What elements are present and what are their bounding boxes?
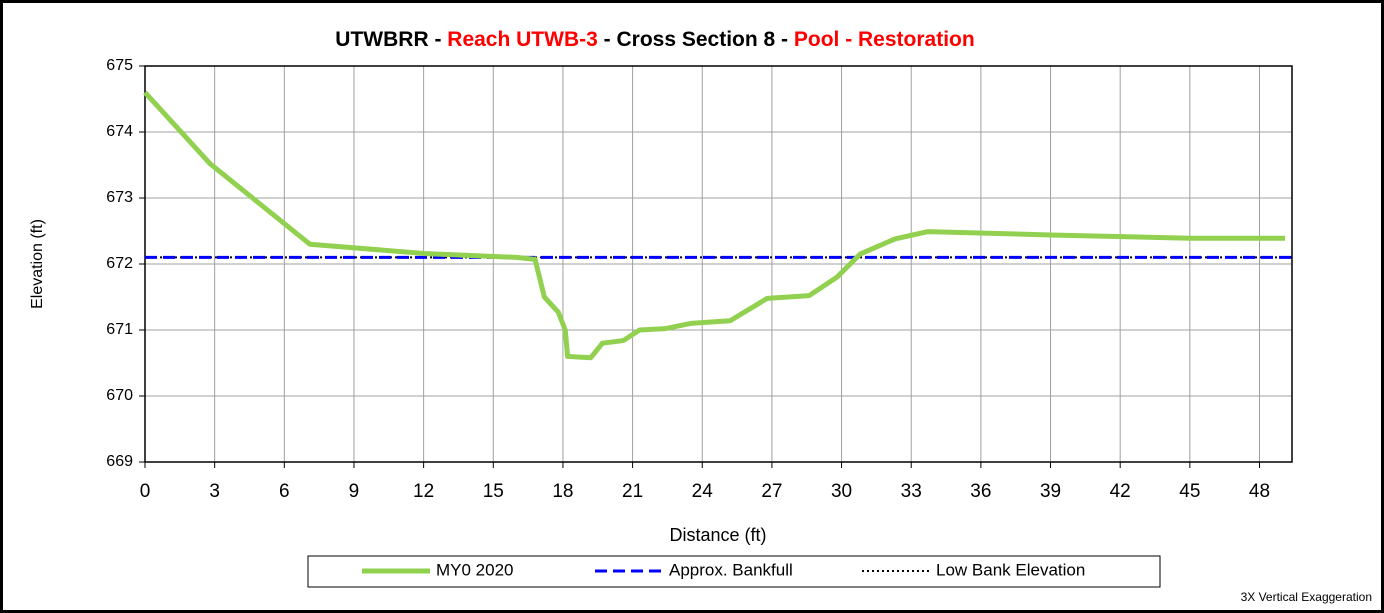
x-tick-label: 15	[483, 481, 504, 502]
series-line	[143, 90, 1286, 361]
y-tick-label: 669	[106, 453, 133, 470]
x-tick-label: 21	[622, 481, 643, 502]
x-tick-label: 39	[1040, 481, 1061, 502]
x-tick-label: 45	[1179, 481, 1200, 502]
x-tick-label: 42	[1110, 481, 1131, 502]
legend-label: MY0 2020	[436, 560, 514, 579]
y-tick-label: 670	[106, 387, 133, 404]
legend-box	[307, 555, 1161, 588]
title-segment: - Cross Section 8 -	[598, 28, 794, 51]
title-segment: UTWBRR -	[335, 28, 447, 51]
x-tick-label: 36	[970, 481, 991, 502]
title-segment: Pool - Restoration	[794, 28, 975, 51]
x-tick-label: 9	[349, 481, 360, 502]
y-tick-label: 675	[106, 57, 133, 74]
chart-title: UTWBRR - Reach UTWB-3 - Cross Section 8 …	[335, 28, 974, 51]
legend-label: Approx. Bankfull	[669, 560, 793, 579]
y-tick-label: 672	[106, 255, 133, 272]
note: 3X Vertical Exaggeration	[1241, 590, 1372, 604]
x-tick-label: 24	[692, 481, 714, 502]
y-tick-label: 673	[106, 189, 133, 206]
x-tick-label: 0	[140, 481, 151, 502]
x-axis-label: Distance (ft)	[669, 525, 766, 545]
x-tick-label: 3	[209, 481, 220, 502]
y-axis-label: Elevation (ft)	[29, 219, 46, 309]
x-tick-label: 48	[1249, 481, 1270, 502]
legend-label: Low Bank Elevation	[936, 560, 1085, 579]
x-tick-label: 12	[413, 481, 434, 502]
x-tick-label: 30	[831, 481, 852, 502]
plot-border	[144, 65, 1293, 463]
title-segment: Reach UTWB-3	[447, 28, 598, 51]
x-tick-label: 18	[552, 481, 573, 502]
x-tick-label: 6	[279, 481, 290, 502]
x-tick-label: 33	[901, 481, 922, 502]
x-tick-label: 27	[761, 481, 782, 502]
y-tick-label: 671	[106, 321, 133, 338]
y-tick-label: 674	[106, 123, 133, 140]
